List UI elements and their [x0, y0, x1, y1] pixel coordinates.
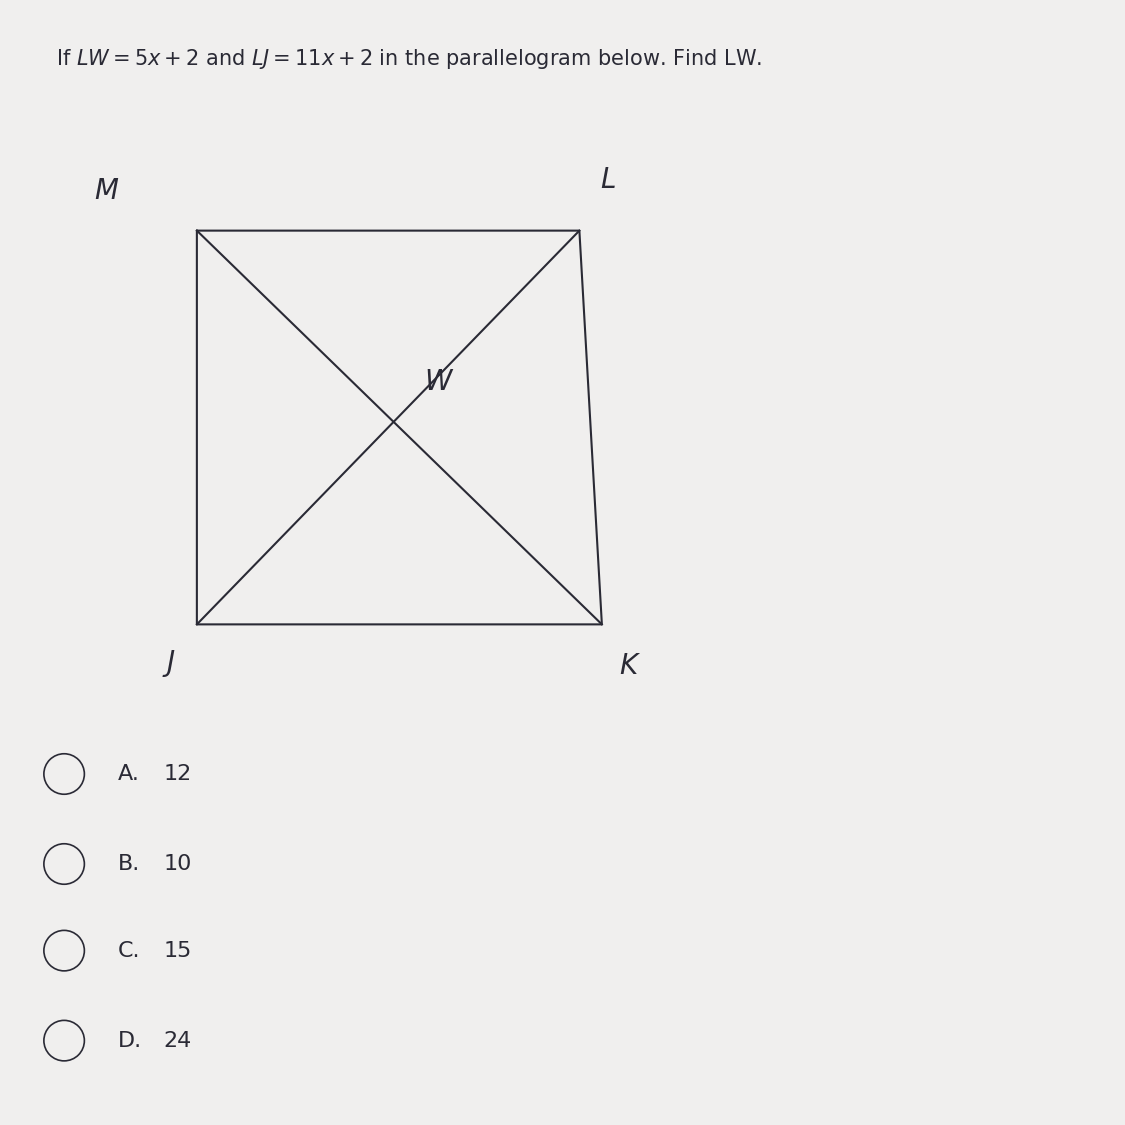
- Text: $\mathit{J}$: $\mathit{J}$: [162, 648, 176, 680]
- Text: $\mathit{M}$: $\mathit{M}$: [94, 178, 119, 205]
- Text: $\mathit{L}$: $\mathit{L}$: [600, 166, 615, 194]
- Text: $\mathit{K}$: $\mathit{K}$: [619, 652, 641, 680]
- Text: $\mathit{W}$: $\mathit{W}$: [424, 369, 453, 396]
- Text: 12: 12: [163, 764, 191, 784]
- Text: A.: A.: [118, 764, 140, 784]
- Text: B.: B.: [118, 854, 141, 874]
- Text: 15: 15: [163, 940, 191, 961]
- Text: 24: 24: [163, 1030, 191, 1051]
- Text: C.: C.: [118, 940, 141, 961]
- Text: D.: D.: [118, 1030, 142, 1051]
- Text: If $\mathit{LW} = 5x + 2$ and $\mathit{LJ} = 11x + 2$ in the parallelogram below: If $\mathit{LW} = 5x + 2$ and $\mathit{L…: [56, 47, 763, 71]
- Text: 10: 10: [163, 854, 191, 874]
